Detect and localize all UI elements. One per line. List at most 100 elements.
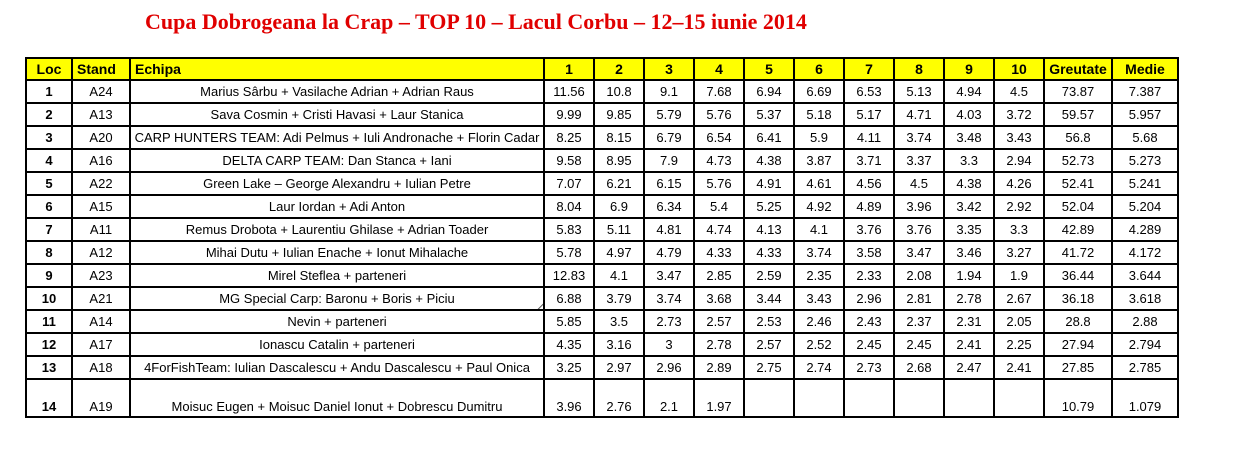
catch-cell[interactable]: 3.68 <box>693 286 745 311</box>
catch-cell[interactable]: 6.54 <box>693 125 745 150</box>
column-header-stand[interactable]: Stand <box>71 57 131 81</box>
catch-cell[interactable] <box>943 378 995 418</box>
catch-cell[interactable]: 6.53 <box>843 79 895 104</box>
team-cell[interactable]: Mihai Dutu + Iulian Enache + Ionut Mihal… <box>129 240 545 265</box>
stand-cell[interactable]: A15 <box>71 194 131 219</box>
medie-cell[interactable]: 3.644 <box>1111 263 1179 288</box>
catch-cell[interactable]: 3.71 <box>843 148 895 173</box>
medie-cell[interactable]: 4.172 <box>1111 240 1179 265</box>
catch-cell[interactable]: 4.1 <box>793 217 845 242</box>
greutate-cell[interactable]: 28.8 <box>1043 309 1113 334</box>
catch-cell[interactable]: 4.61 <box>793 171 845 196</box>
catch-cell[interactable]: 8.25 <box>543 125 595 150</box>
loc-cell[interactable]: 3 <box>25 125 73 150</box>
catch-cell[interactable]: 7.9 <box>643 148 695 173</box>
team-cell[interactable]: Green Lake – George Alexandru + Iulian P… <box>129 171 545 196</box>
catch-cell[interactable]: 2.31 <box>943 309 995 334</box>
catch-cell[interactable]: 2.46 <box>793 309 845 334</box>
column-header-4[interactable]: 4 <box>693 57 745 81</box>
stand-cell[interactable]: A11 <box>71 217 131 242</box>
catch-cell[interactable]: 2.68 <box>893 355 945 380</box>
team-cell[interactable]: Nevin + parteneri <box>129 309 545 334</box>
loc-cell[interactable]: 2 <box>25 102 73 127</box>
catch-cell[interactable]: 1.9 <box>993 263 1045 288</box>
catch-cell[interactable]: 2.78 <box>943 286 995 311</box>
column-header-10[interactable]: 10 <box>993 57 1045 81</box>
catch-cell[interactable]: 5.17 <box>843 102 895 127</box>
loc-cell[interactable]: 12 <box>25 332 73 357</box>
catch-cell[interactable]: 2.96 <box>643 355 695 380</box>
catch-cell[interactable]: 5.18 <box>793 102 845 127</box>
catch-cell[interactable]: 11.56 <box>543 79 595 104</box>
catch-cell[interactable]: 8.04 <box>543 194 595 219</box>
catch-cell[interactable]: 6.79 <box>643 125 695 150</box>
catch-cell[interactable]: 1.94 <box>943 263 995 288</box>
catch-cell[interactable]: 3.43 <box>793 286 845 311</box>
catch-cell[interactable]: 3.74 <box>643 286 695 311</box>
team-cell[interactable]: DELTA CARP TEAM: Dan Stanca + Iani <box>129 148 545 173</box>
catch-cell[interactable]: 3.3 <box>993 217 1045 242</box>
catch-cell[interactable]: 2.92 <box>993 194 1045 219</box>
stand-cell[interactable]: A18 <box>71 355 131 380</box>
column-header-9[interactable]: 9 <box>943 57 995 81</box>
loc-cell[interactable]: 14 <box>25 378 73 418</box>
team-cell[interactable]: Moisuc Eugen + Moisuc Daniel Ionut + Dob… <box>129 378 545 418</box>
catch-cell[interactable]: 3.43 <box>993 125 1045 150</box>
greutate-cell[interactable]: 10.79 <box>1043 378 1113 418</box>
catch-cell[interactable]: 6.41 <box>743 125 795 150</box>
catch-cell[interactable]: 2.41 <box>993 355 1045 380</box>
selected-cell[interactable]: MG Special Carp: Baronu + Boris + Piciu <box>129 286 545 311</box>
catch-cell[interactable]: 2.97 <box>593 355 645 380</box>
catch-cell[interactable]: 5.78 <box>543 240 595 265</box>
greutate-cell[interactable]: 52.41 <box>1043 171 1113 196</box>
loc-cell[interactable]: 9 <box>25 263 73 288</box>
column-header-8[interactable]: 8 <box>893 57 945 81</box>
catch-cell[interactable]: 2.74 <box>793 355 845 380</box>
catch-cell[interactable]: 3.42 <box>943 194 995 219</box>
greutate-cell[interactable]: 52.73 <box>1043 148 1113 173</box>
catch-cell[interactable]: 4.73 <box>693 148 745 173</box>
stand-cell[interactable]: A19 <box>71 378 131 418</box>
catch-cell[interactable]: 2.96 <box>843 286 895 311</box>
catch-cell[interactable]: 1.97 <box>693 378 745 418</box>
catch-cell[interactable]: 6.21 <box>593 171 645 196</box>
stand-cell[interactable]: A20 <box>71 125 131 150</box>
catch-cell[interactable]: 6.88 <box>543 286 595 311</box>
catch-cell[interactable]: 4.79 <box>643 240 695 265</box>
catch-cell[interactable]: 3.44 <box>743 286 795 311</box>
stand-cell[interactable]: A12 <box>71 240 131 265</box>
catch-cell[interactable]: 2.85 <box>693 263 745 288</box>
greutate-cell[interactable]: 27.85 <box>1043 355 1113 380</box>
catch-cell[interactable]: 4.13 <box>743 217 795 242</box>
loc-cell[interactable]: 10 <box>25 286 73 311</box>
column-header-6[interactable]: 6 <box>793 57 845 81</box>
medie-cell[interactable]: 5.241 <box>1111 171 1179 196</box>
catch-cell[interactable]: 2.59 <box>743 263 795 288</box>
team-cell[interactable]: Mirel Steflea + parteneri <box>129 263 545 288</box>
greutate-cell[interactable]: 73.87 <box>1043 79 1113 104</box>
catch-cell[interactable]: 5.9 <box>793 125 845 150</box>
catch-cell[interactable] <box>893 378 945 418</box>
catch-cell[interactable]: 4.38 <box>943 171 995 196</box>
stand-cell[interactable]: A14 <box>71 309 131 334</box>
catch-cell[interactable]: 4.56 <box>843 171 895 196</box>
greutate-cell[interactable]: 36.18 <box>1043 286 1113 311</box>
medie-cell[interactable]: 3.618 <box>1111 286 1179 311</box>
catch-cell[interactable]: 4.71 <box>893 102 945 127</box>
catch-cell[interactable]: 8.15 <box>593 125 645 150</box>
catch-cell[interactable]: 2.45 <box>843 332 895 357</box>
catch-cell[interactable] <box>843 378 895 418</box>
catch-cell[interactable]: 2.57 <box>743 332 795 357</box>
catch-cell[interactable]: 2.1 <box>643 378 695 418</box>
catch-cell[interactable]: 2.53 <box>743 309 795 334</box>
medie-cell[interactable]: 2.785 <box>1111 355 1179 380</box>
catch-cell[interactable]: 2.33 <box>843 263 895 288</box>
stand-cell[interactable]: A16 <box>71 148 131 173</box>
catch-cell[interactable]: 10.8 <box>593 79 645 104</box>
catch-cell[interactable]: 4.11 <box>843 125 895 150</box>
catch-cell[interactable]: 3.79 <box>593 286 645 311</box>
catch-cell[interactable]: 5.4 <box>693 194 745 219</box>
catch-cell[interactable]: 2.37 <box>893 309 945 334</box>
catch-cell[interactable]: 4.74 <box>693 217 745 242</box>
catch-cell[interactable]: 2.45 <box>893 332 945 357</box>
